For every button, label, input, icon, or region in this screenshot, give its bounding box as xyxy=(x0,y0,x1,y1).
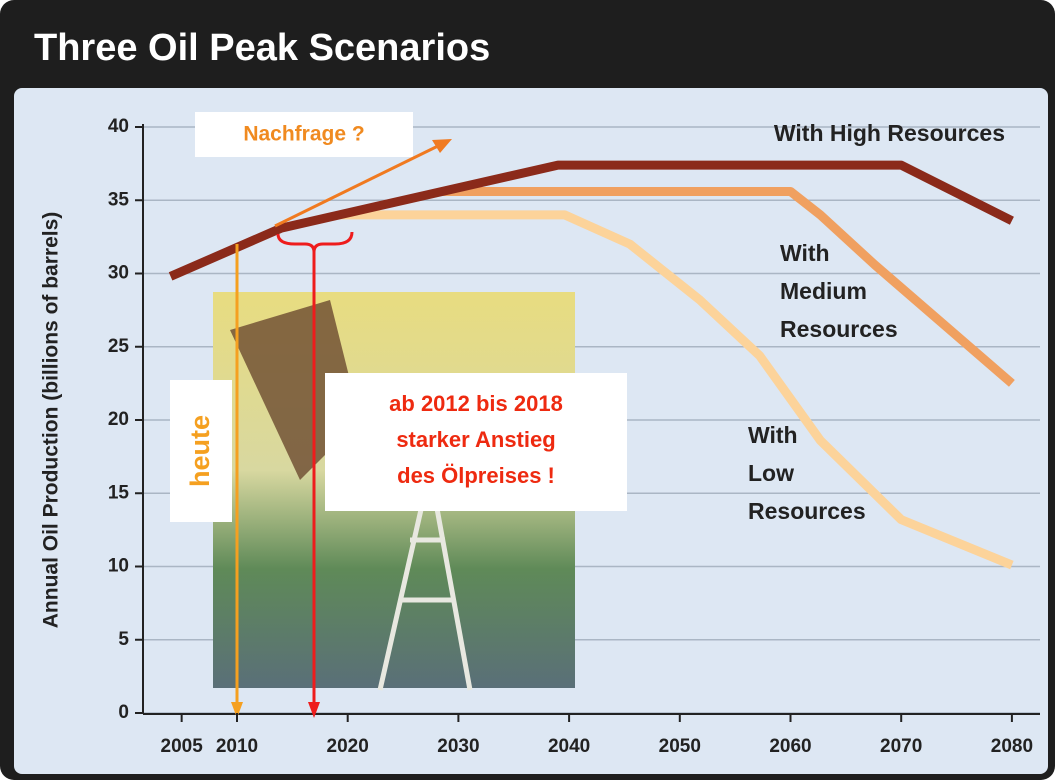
y-tick-label: 10 xyxy=(108,556,129,577)
series-line xyxy=(168,160,1014,281)
demand-box xyxy=(195,112,413,157)
y-tick-label: 30 xyxy=(108,263,129,284)
price-box xyxy=(325,373,627,511)
legend-label: With xyxy=(748,422,798,448)
price-arrow-head xyxy=(308,702,320,718)
y-tick-label: 0 xyxy=(118,702,129,723)
series-line xyxy=(338,210,1014,570)
y-tick-label: 5 xyxy=(118,629,129,650)
price-label: starker Anstieg xyxy=(396,427,555,452)
price-label: ab 2012 bis 2018 xyxy=(389,391,563,416)
y-tick-label: 25 xyxy=(108,336,130,357)
x-tick-label: 2020 xyxy=(327,736,369,757)
demand-arrow-head xyxy=(432,139,452,153)
today-box xyxy=(170,380,232,522)
x-tick-label: 2050 xyxy=(659,736,701,757)
y-axis-label: Annual Oil Production (billions of barre… xyxy=(40,212,63,629)
today-arrow-head xyxy=(231,702,243,718)
demand-label: Nachfrage ? xyxy=(243,123,364,146)
x-tick-label: 2040 xyxy=(548,736,590,757)
x-tick-label: 2005 xyxy=(161,736,204,757)
legend-label: With High Resources xyxy=(774,120,1005,146)
today-label: heute xyxy=(185,415,215,487)
price-label: des Ölpreises ! xyxy=(397,463,555,488)
legend-label: Medium xyxy=(780,278,867,304)
legend-label: Low xyxy=(748,460,794,486)
y-tick-label: 40 xyxy=(108,116,129,137)
y-tick-label: 15 xyxy=(108,482,130,503)
x-tick-label: 2080 xyxy=(991,736,1033,757)
y-tick-label: 20 xyxy=(108,409,129,430)
x-tick-label: 2030 xyxy=(437,736,479,757)
legend-label: Resources xyxy=(780,316,898,342)
legend-label: With xyxy=(780,240,830,266)
x-tick-label: 2010 xyxy=(216,736,258,757)
demand-arrow xyxy=(274,143,441,228)
x-tick-label: 2070 xyxy=(880,736,922,757)
series-line xyxy=(441,186,1015,387)
x-tick-label: 2060 xyxy=(769,736,811,757)
series-lines xyxy=(168,160,1015,570)
price-note: ab 2012 bis 2018 starker Anstieg des Ölpre… xyxy=(389,391,563,488)
legend: With High Resources With Medium Resources Wi… xyxy=(748,120,1005,524)
chart-title: Three Oil Peak Scenarios xyxy=(34,27,490,69)
legend-label: Resources xyxy=(748,498,866,524)
y-tick-label: 35 xyxy=(108,189,130,210)
